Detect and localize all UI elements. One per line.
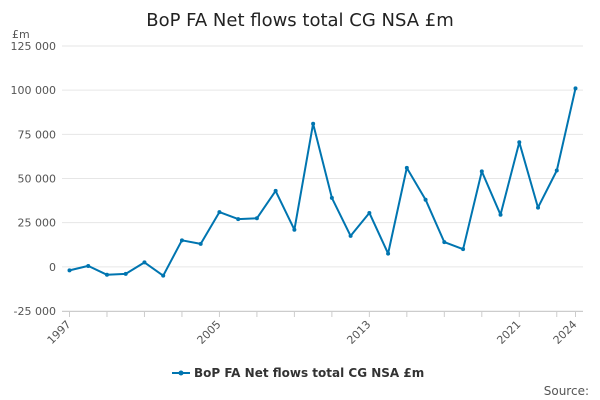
y-axis-ticks: 125 000 100 000 75 000 50 000 25 000 0 -25 000: [11, 40, 57, 318]
data-point[interactable]: [498, 212, 503, 217]
x-tick-label: 2005: [195, 318, 224, 347]
data-point[interactable]: [367, 210, 372, 215]
legend-label: BoP FA Net flows total CG NSA £m: [194, 366, 424, 380]
source-label: Source:: [544, 384, 589, 398]
data-point[interactable]: [517, 140, 522, 145]
data-point[interactable]: [67, 268, 72, 273]
legend-marker-symbol: [178, 370, 184, 376]
x-tick-label: 2021: [494, 318, 523, 347]
data-point[interactable]: [142, 260, 147, 265]
data-point[interactable]: [554, 168, 559, 173]
y-tick-label: 0: [49, 261, 56, 274]
data-point[interactable]: [273, 188, 278, 193]
data-point[interactable]: [104, 272, 109, 277]
data-point[interactable]: [161, 273, 166, 278]
data-point[interactable]: [348, 233, 353, 238]
y-tick-label: 50 000: [18, 173, 57, 186]
y-axis-unit-label: £m: [12, 28, 30, 41]
data-point[interactable]: [86, 263, 91, 268]
data-point[interactable]: [461, 247, 466, 252]
series-layer: [67, 86, 578, 278]
data-point[interactable]: [536, 205, 541, 210]
y-tick-label: 100 000: [11, 84, 57, 97]
data-point[interactable]: [573, 86, 578, 91]
gridlines: [62, 45, 583, 312]
data-point[interactable]: [236, 217, 241, 222]
data-point[interactable]: [329, 195, 334, 200]
data-point[interactable]: [479, 169, 484, 174]
chart-title: BoP FA Net flows total CG NSA £m: [146, 10, 454, 31]
legend[interactable]: BoP FA Net flows total CG NSA £m: [172, 366, 424, 380]
data-point[interactable]: [123, 271, 128, 276]
y-tick-label: 75 000: [18, 128, 57, 141]
x-axis: 1997 2005 2013 2021 2024: [45, 311, 583, 347]
data-point[interactable]: [179, 238, 184, 243]
data-point[interactable]: [442, 240, 447, 245]
data-point[interactable]: [254, 216, 259, 221]
y-tick-label: 25 000: [18, 217, 57, 230]
data-point[interactable]: [404, 165, 409, 170]
data-point[interactable]: [217, 210, 222, 215]
y-tick-label: 125 000: [11, 40, 57, 53]
data-point[interactable]: [311, 121, 316, 126]
x-tick-label: 1997: [45, 318, 74, 347]
data-point[interactable]: [423, 197, 428, 202]
x-tick-label: 2024: [551, 318, 580, 347]
y-tick-label: -25 000: [14, 305, 56, 318]
data-point[interactable]: [198, 241, 203, 246]
data-point[interactable]: [386, 251, 391, 256]
series-line-0: [69, 88, 577, 277]
x-tick-label: 2013: [344, 318, 373, 347]
data-point[interactable]: [292, 227, 297, 232]
